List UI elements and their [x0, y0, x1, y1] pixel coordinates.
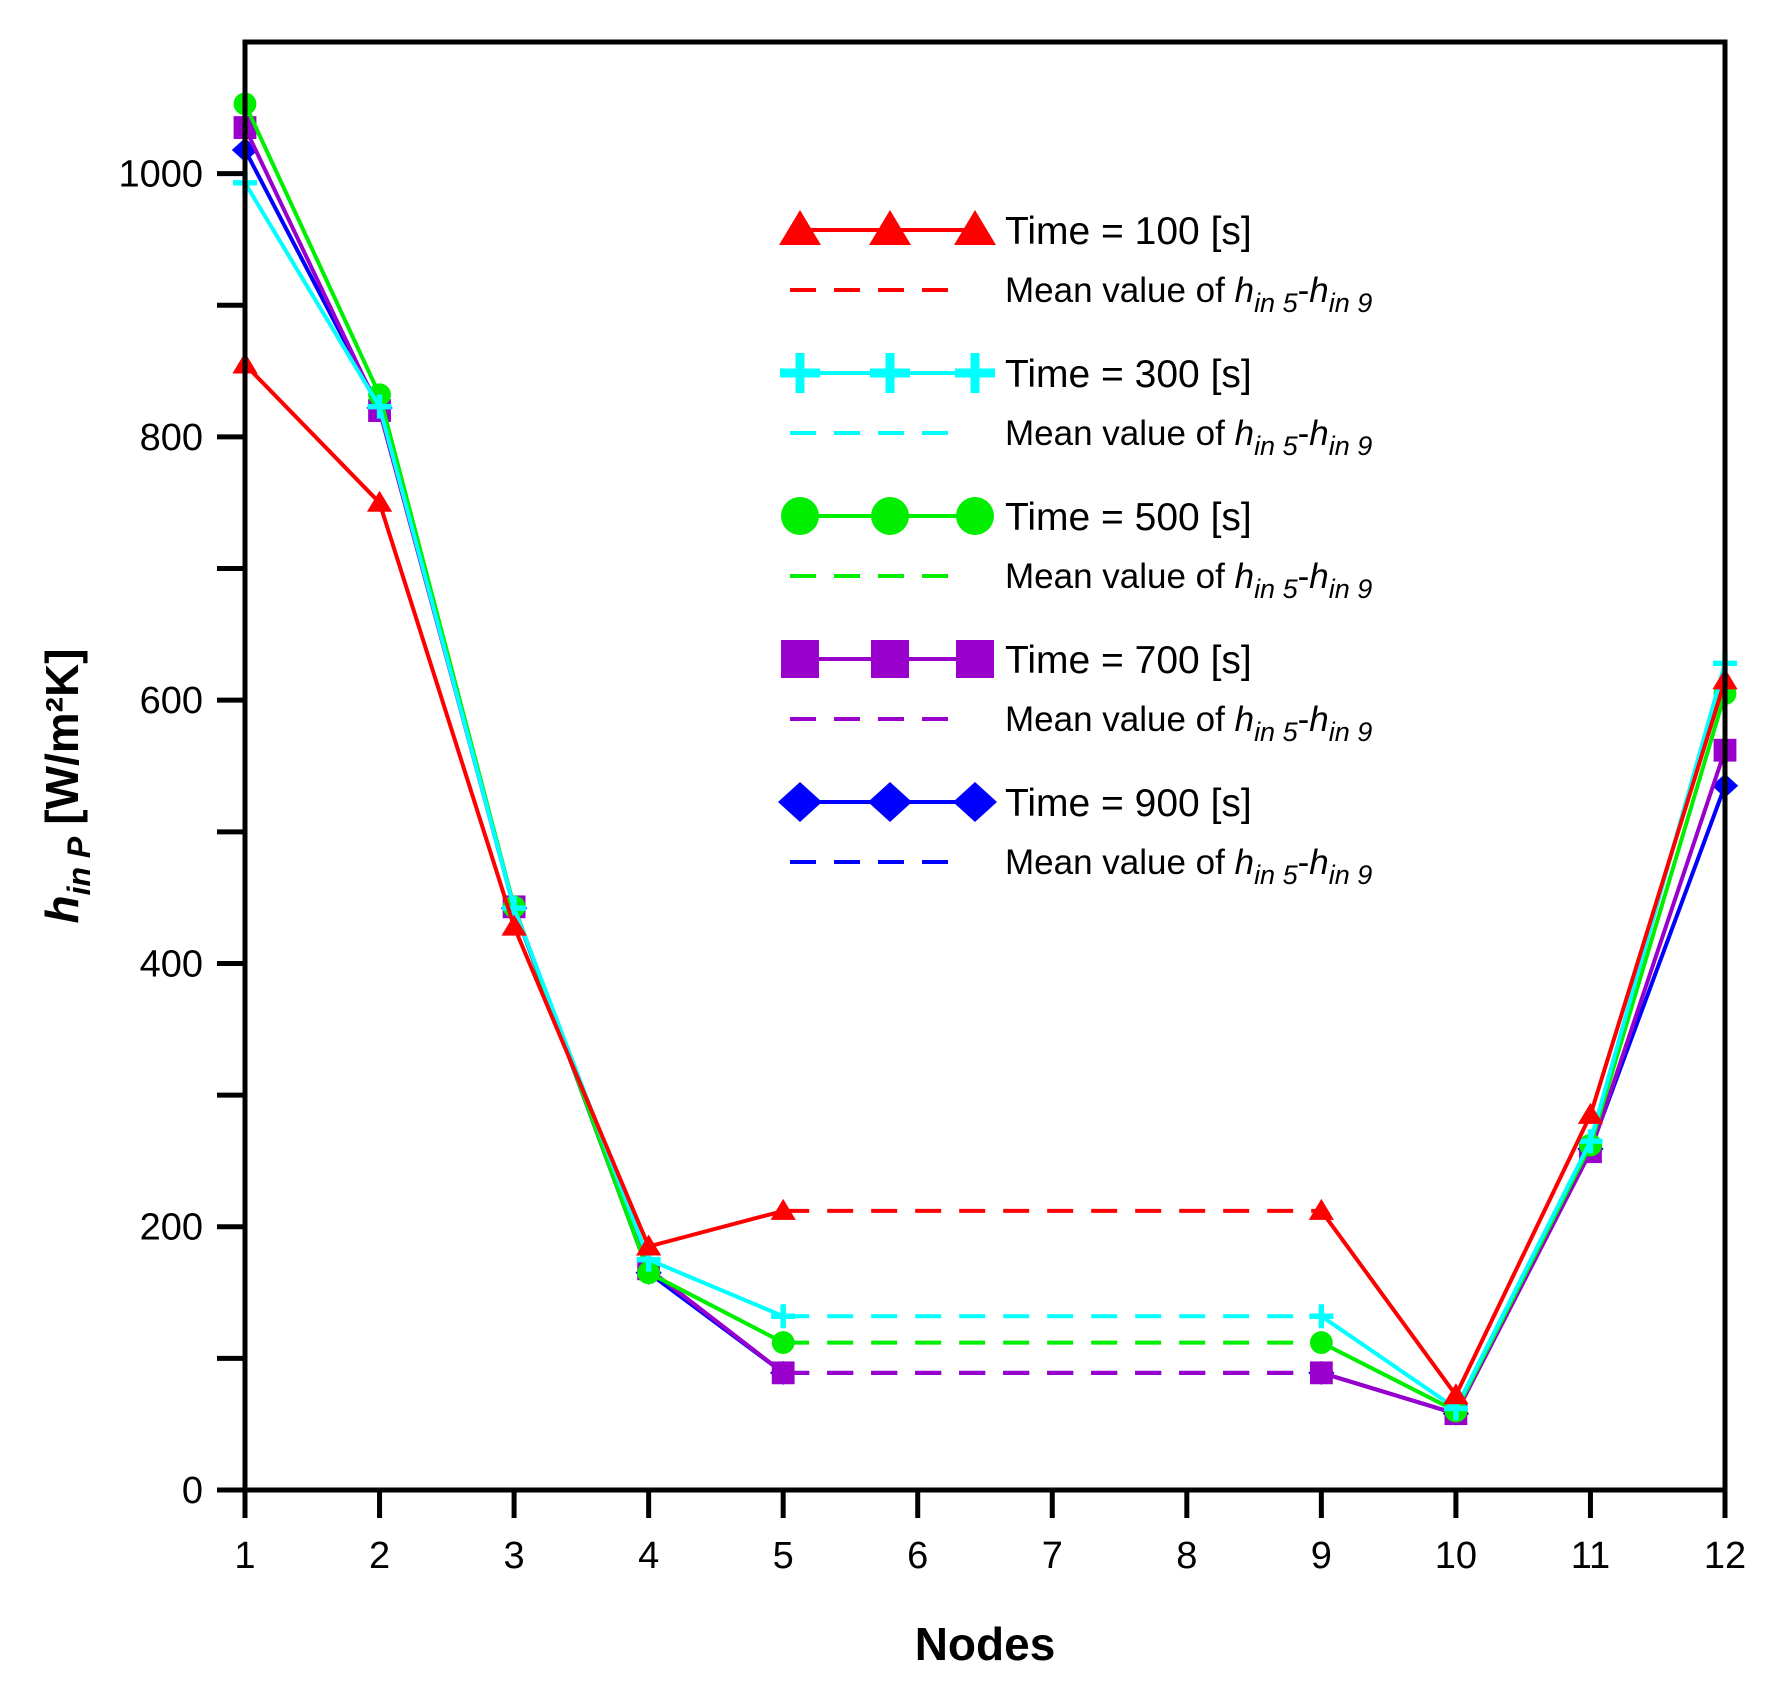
legend-label: Time = 300 [s]: [1005, 353, 1252, 396]
y-tick-label: 800: [140, 417, 203, 459]
legend: Time = 100 [s]Mean value of hin 5-hin 9T…: [778, 210, 1372, 890]
data-point: [771, 1331, 795, 1354]
legend-marker: [871, 640, 909, 678]
x-tick-label: 3: [504, 1535, 525, 1577]
data-point: [1309, 1304, 1334, 1329]
data-point: [366, 490, 393, 512]
legend-item: Time = 700 [s] Mean value of hin 5-hin 9: [781, 639, 1372, 747]
series-100s: [232, 352, 1738, 1405]
legend-mean-label: Mean value of hin 5-hin 9: [1005, 271, 1372, 318]
data-point: [367, 394, 392, 419]
legend-marker: [779, 210, 821, 245]
y-axis-title: hin P[W/m²K]: [36, 648, 97, 923]
data-point: [1578, 1129, 1603, 1154]
series-line: [243, 103, 1727, 1413]
data-point: [1309, 1361, 1333, 1385]
y-tick-label: 600: [140, 680, 203, 722]
data-point: [1443, 1383, 1469, 1405]
data-point: [770, 1198, 796, 1220]
legend-item: Time = 500 [s] Mean value of hin 5-hin 9: [781, 496, 1372, 604]
legend-item: Time = 100 [s] Mean value of hin 5-hin 9: [779, 210, 1372, 318]
data-point: [771, 1304, 796, 1329]
data-point: [501, 914, 527, 936]
legend-mean-label: Mean value of hin 5-hin 9: [1005, 414, 1372, 461]
legend-marker: [954, 210, 996, 245]
series-900s: [231, 137, 1739, 1426]
legend-marker: [870, 353, 910, 393]
data-point: [1577, 1102, 1604, 1124]
legend-label: Time = 500 [s]: [1005, 496, 1252, 539]
legend-label: Time = 100 [s]: [1005, 210, 1252, 253]
x-tick-label: 7: [1042, 1535, 1063, 1577]
legend-mean-label: Mean value of hin 5-hin 9: [1005, 843, 1372, 890]
x-tick-label: 4: [638, 1535, 659, 1577]
y-tick-label: 200: [140, 1207, 203, 1249]
x-tick-label: 8: [1176, 1535, 1197, 1577]
x-tick-label: 11: [1571, 1535, 1610, 1577]
legend-marker: [871, 497, 909, 535]
legend-label: Time = 900 [s]: [1005, 782, 1252, 825]
x-tick-label: 9: [1311, 1535, 1332, 1577]
y-tick-label: 400: [140, 943, 203, 985]
legend-marker: [956, 497, 994, 535]
x-tick-label: 1: [234, 1535, 255, 1577]
legend-marker: [953, 782, 997, 822]
legend-item: Time = 900 [s] Mean value of hin 5-hin 9: [778, 782, 1372, 890]
legend-marker: [955, 353, 995, 393]
legend-marker: [956, 640, 994, 678]
legend-marker: [781, 640, 819, 678]
legend-marker: [781, 497, 819, 535]
x-tick-label: 5: [773, 1535, 794, 1577]
x-tick-label: 10: [1435, 1535, 1477, 1577]
legend-label: Time = 700 [s]: [1005, 639, 1252, 682]
legend-marker: [780, 353, 820, 393]
legend-marker: [868, 782, 912, 822]
x-axis-title: Nodes: [915, 1618, 1056, 1670]
y-tick-label: 0: [182, 1470, 203, 1512]
x-tick-label: 12: [1704, 1535, 1746, 1577]
data-point: [1308, 1198, 1334, 1220]
x-tick-label: 6: [907, 1535, 928, 1577]
legend-item: Time = 300 [s] Mean value of hin 5-hin 9: [780, 353, 1372, 461]
data-point: [1309, 1331, 1333, 1354]
series-700s: [233, 116, 1737, 1426]
legend-mean-label: Mean value of hin 5-hin 9: [1005, 557, 1372, 604]
x-tick-label: 2: [369, 1535, 390, 1577]
legend-marker: [778, 782, 822, 822]
data-point: [637, 1261, 661, 1285]
data-point: [771, 1361, 795, 1385]
series-line: [243, 126, 1727, 1416]
plot-area: [231, 92, 1739, 1426]
y-tick-label: 1000: [118, 154, 203, 196]
plot-frame: [242, 39, 1728, 1493]
legend-marker: [869, 210, 911, 245]
data-point: [636, 1234, 662, 1256]
legend-mean-label: Mean value of hin 5-hin 9: [1005, 700, 1372, 747]
